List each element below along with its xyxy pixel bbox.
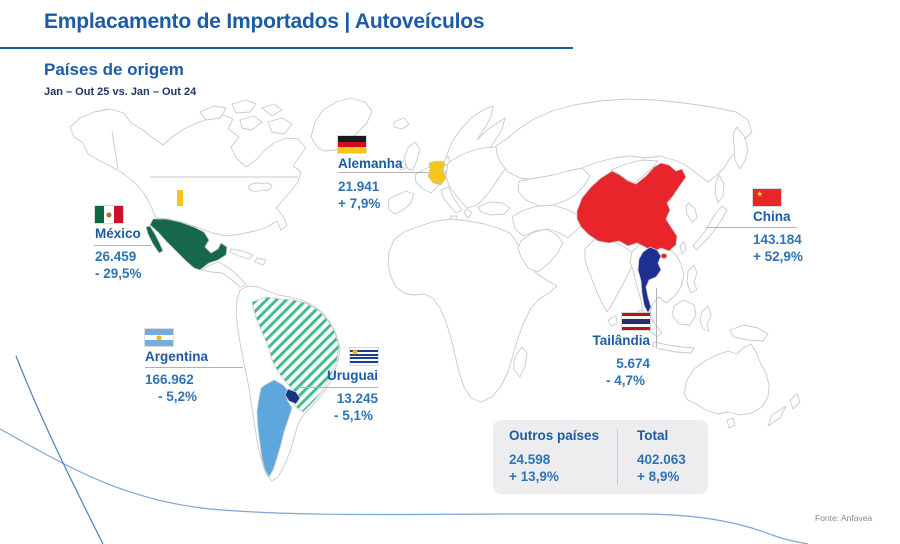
source-label: Fonte: Anfavea — [815, 513, 873, 523]
country-value: 13.245 — [336, 390, 378, 406]
hainan-region — [660, 253, 668, 259]
country-name: Uruguai — [326, 368, 378, 383]
country-value: 166.962 — [145, 371, 194, 387]
country-change: + 52,9% — [753, 249, 803, 264]
summary-others: Outros países 24.598 + 13,9% — [509, 429, 599, 484]
country-change: - 5,1% — [333, 408, 373, 423]
country-change: - 29,5% — [95, 266, 142, 281]
country-value: 21.941 — [338, 178, 380, 194]
leader-lines — [94, 172, 797, 388]
title-rule — [0, 47, 573, 49]
country-label-mexico: México 26.459 - 29,5% — [95, 206, 205, 281]
country-label-tailandia: Tailândia 5.674 - 4,7% — [540, 313, 650, 388]
summary-total: Total 402.063 + 8,9% — [637, 429, 686, 484]
country-label-china: ★ China 143.184 + 52,9% — [753, 189, 863, 264]
country-change: - 4,7% — [605, 373, 645, 388]
country-name: Alemanha — [338, 156, 403, 171]
country-value: 26.459 — [95, 248, 137, 264]
summary-divider — [617, 429, 618, 485]
country-label-uruguai: Uruguai 13.245 - 5,1% — [268, 348, 378, 423]
country-value: 143.184 — [753, 231, 802, 247]
summary-box: Outros países 24.598 + 13,9% Total 402.0… — [493, 420, 708, 494]
total-value: 402.063 — [637, 451, 686, 467]
decorative-swooshes — [0, 355, 809, 544]
brazil-region — [251, 296, 340, 413]
total-label: Total — [637, 428, 669, 443]
germany-region — [427, 160, 447, 186]
china-region — [576, 162, 687, 253]
mexico-region — [149, 218, 228, 271]
thailand-flag-icon — [622, 313, 650, 330]
country-name: Argentina — [145, 349, 209, 364]
germany-flag-icon — [338, 136, 366, 153]
period-label: Jan – Out 25 vs. Jan – Out 24 — [44, 86, 197, 98]
others-change: + 13,9% — [509, 469, 559, 484]
swoosh-long — [0, 428, 809, 544]
country-value: 5.674 — [616, 355, 650, 371]
total-change: + 8,9% — [637, 469, 680, 484]
country-label-alemanha: Alemanha 21.941 + 7,9% — [338, 136, 448, 211]
country-name: México — [95, 226, 141, 241]
map-highlighted-countries — [145, 160, 687, 478]
china-flag-icon: ★ — [753, 189, 781, 206]
swoosh-steep — [15, 355, 104, 544]
page-title: Emplacamento de Importados | Autoveículo… — [44, 10, 485, 33]
mexico-baja-region — [145, 225, 164, 254]
country-change: - 5,2% — [158, 389, 198, 404]
uruguay-flag-icon — [350, 348, 378, 365]
subtitle: Países de origem — [44, 60, 184, 79]
country-label-argentina: Argentina 166.962 - 5,2% — [145, 329, 255, 404]
us-yellow-marker — [177, 190, 183, 206]
country-name: Tailândia — [592, 333, 650, 348]
map-internal-borders — [111, 130, 298, 192]
mexico-flag-icon — [95, 206, 123, 223]
uruguay-region — [284, 388, 301, 405]
argentina-flag-icon — [145, 329, 173, 346]
others-value: 24.598 — [509, 451, 551, 467]
others-label: Outros países — [509, 428, 600, 443]
country-name: China — [753, 209, 791, 224]
country-change: + 7,9% — [338, 196, 381, 211]
thailand-region — [637, 246, 662, 314]
